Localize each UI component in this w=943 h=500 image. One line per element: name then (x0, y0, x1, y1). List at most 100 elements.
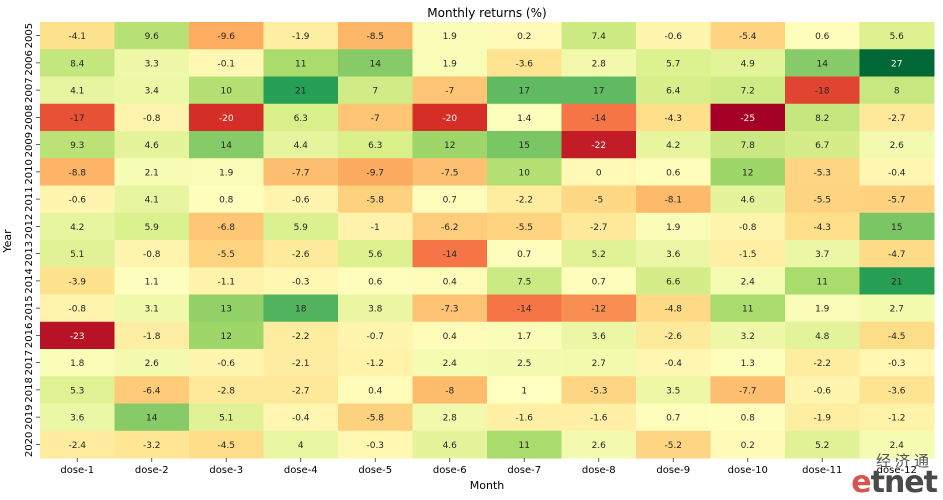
heatmap-cell (561, 430, 637, 459)
cell-value-label: 12 (221, 332, 232, 342)
heatmap-cell (263, 403, 339, 432)
cell-value-label: -7.7 (292, 168, 310, 178)
cell-value-label: 5.1 (219, 414, 233, 424)
y-tick-label: 2008 (24, 105, 35, 130)
heatmap-cell (40, 212, 115, 241)
cell-value-label: -23 (70, 332, 85, 342)
cell-value-label: -5.3 (590, 386, 608, 396)
chart-title: Monthly returns (%) (427, 6, 546, 20)
cell-value-label: -0.4 (292, 414, 310, 424)
x-axis-ticks: dose-1 dose-2 dose-3 dose-4 dose-5 dose-6 dose… (60, 458, 917, 476)
cell-value-label: 3.3 (145, 59, 159, 69)
cell-value-label: 1.8 (70, 359, 85, 369)
cell-value-label: -5.5 (515, 223, 533, 233)
cell-value-label: 9.3 (70, 141, 84, 151)
cell-value-label: -5.2 (664, 441, 682, 451)
cell-value-label: -1.6 (515, 414, 533, 424)
cell-value-label: -0.8 (143, 250, 161, 260)
heatmap-cell (189, 349, 264, 377)
cell-value-label: 15 (519, 141, 530, 151)
heatmap-cell (189, 49, 264, 77)
cell-value-label: 5.7 (666, 59, 680, 69)
cell-value-label: -20 (219, 114, 234, 124)
heatmap-cell (263, 49, 339, 77)
heatmap-cell (636, 49, 711, 77)
cell-value-label: -8.1 (664, 196, 682, 206)
heatmap-cell (785, 158, 860, 186)
cell-value-label: 0.7 (443, 196, 457, 206)
heatmap-cell (785, 294, 860, 323)
heatmap-cell (636, 376, 711, 404)
heatmap-cell (561, 376, 637, 404)
heatmap-cell (785, 103, 860, 132)
cell-value-label: -2.4 (68, 441, 86, 451)
cell-value-label: -7.7 (739, 386, 757, 396)
cell-value-label: 4.9 (741, 59, 756, 69)
heatmap-cell (189, 376, 264, 404)
heatmap-cell (859, 185, 935, 214)
cell-value-label: 2.7 (592, 359, 606, 369)
cell-value-label: 12 (444, 141, 455, 151)
cell-value-label: 0.6 (815, 32, 830, 42)
heatmap-cell (114, 349, 190, 377)
cell-value-label: -6.2 (441, 223, 459, 233)
cell-value-label: 14 (370, 59, 382, 69)
heatmap-cell (40, 376, 115, 404)
cell-value-label: 17 (519, 87, 530, 97)
heatmap-cell (40, 49, 115, 77)
cell-value-label: -2.2 (292, 332, 310, 342)
heatmap-cell (785, 267, 860, 295)
cell-value-label: -1.1 (217, 277, 235, 287)
cell-value-label: 0.4 (368, 386, 383, 396)
heatmap-cell (338, 158, 413, 186)
cell-value-label: 0 (596, 168, 602, 178)
heatmap-cell (40, 321, 115, 350)
cell-value-label: -6.4 (143, 386, 161, 396)
cell-value-label: 2.4 (890, 441, 905, 451)
y-tick-label: 2005 (24, 23, 35, 48)
cell-value-label: -5.5 (217, 250, 235, 260)
cell-value-label: -1.2 (888, 414, 906, 424)
cell-value-label: 4.4 (294, 141, 309, 151)
heatmap-cell (412, 22, 488, 50)
heatmap-cell (338, 294, 413, 323)
heatmap-cell (636, 267, 711, 295)
heatmap-cell (189, 158, 264, 186)
y-tick-label: 2017 (24, 350, 35, 375)
cell-value-label: 8.2 (815, 114, 829, 124)
cell-value-label: 7 (372, 87, 378, 97)
heatmap-cell (338, 212, 413, 241)
heatmap-cell (487, 321, 562, 350)
heatmap-cell (487, 22, 562, 50)
x-tick-label: dose-10 (728, 465, 768, 476)
heatmap-cell (189, 76, 264, 105)
heatmap-cell (40, 349, 115, 377)
cell-value-label: 3.6 (592, 332, 607, 342)
cell-value-label: 3.7 (815, 250, 829, 260)
x-tick-label: dose-7 (507, 465, 541, 476)
cell-value-label: 8 (894, 87, 900, 97)
cell-value-label: 3.4 (145, 87, 160, 97)
cell-value-label: 7.2 (741, 87, 755, 97)
heatmap-cell (412, 403, 488, 432)
heatmap-cell (636, 76, 711, 105)
x-tick-label: dose-3 (209, 465, 243, 476)
heatmap-cell (189, 103, 264, 132)
cell-value-label: -18 (815, 87, 830, 97)
heatmap-cell (561, 76, 637, 105)
cell-value-label: 11 (295, 59, 306, 69)
heatmap-cell (710, 403, 786, 432)
cell-value-label: -0.8 (143, 114, 161, 124)
cell-value-label: -0.1 (217, 59, 235, 69)
heatmap-cell (636, 403, 711, 432)
heatmap-cell (338, 185, 413, 214)
cell-value-label: 11 (817, 277, 828, 287)
heatmap-cell (338, 321, 413, 350)
cell-value-label: -2.6 (664, 332, 682, 342)
cell-value-label: 3.8 (368, 305, 383, 315)
cell-value-label: 5.6 (368, 250, 383, 260)
cell-value-label: -5 (594, 196, 603, 206)
heatmap-cell (859, 131, 935, 159)
logo-chinese-text: 经济通 (875, 452, 933, 470)
heatmap-cell (263, 376, 339, 404)
